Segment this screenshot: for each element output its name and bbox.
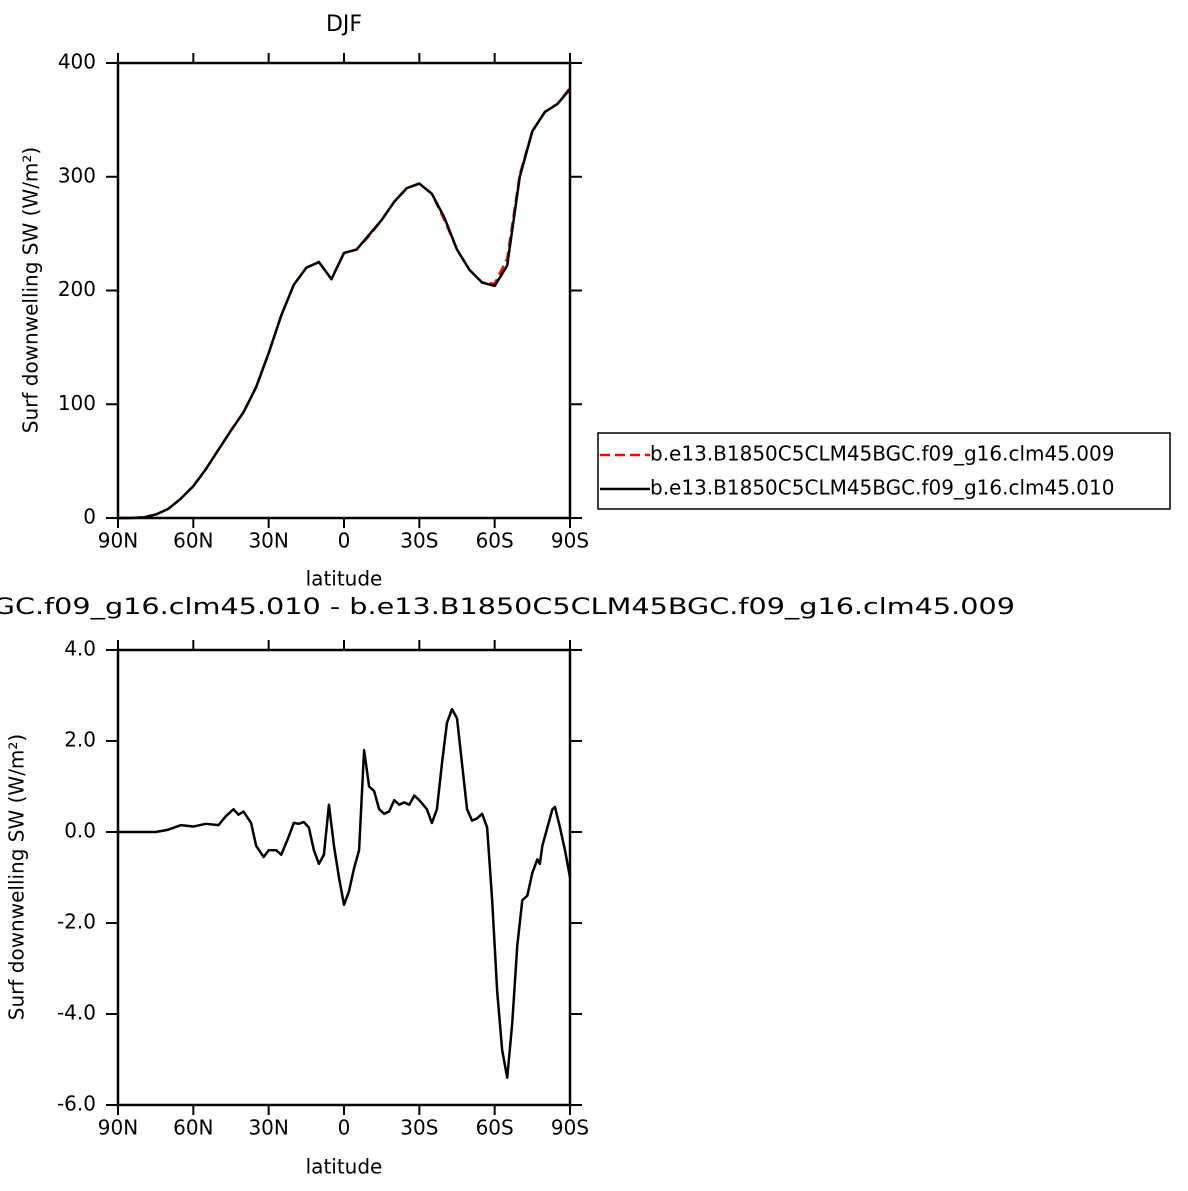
data-line — [118, 707, 572, 1079]
y-tick-label: 0.0 — [64, 819, 96, 843]
y-tick-label: -2.0 — [57, 910, 96, 934]
y-tick-label: -4.0 — [57, 1001, 96, 1025]
y-tick-label: 0 — [83, 505, 96, 529]
y-axis-label: Surf downwelling SW (W/m²) — [19, 147, 43, 433]
y-tick-label: 100 — [58, 391, 96, 415]
y-axis-label: Surf downwelling SW (W/m²) — [5, 734, 29, 1020]
x-tick-label: 60S — [476, 529, 514, 553]
x-tick-label: 30N — [248, 1116, 288, 1140]
x-tick-label: 30S — [400, 1116, 438, 1140]
y-tick-label: 200 — [58, 277, 96, 301]
x-tick-label: 60N — [173, 529, 213, 553]
chart-title: DJF — [326, 12, 362, 37]
x-tick-label: 90S — [551, 529, 589, 553]
x-tick-label: 60N — [173, 1116, 213, 1140]
x-tick-label: 90N — [98, 529, 138, 553]
data-line — [118, 88, 571, 520]
y-tick-label: 300 — [58, 163, 96, 187]
chart-title: b.e13.B1850C5CLM45BGC.f09_g16.clm45.010 … — [0, 595, 1015, 620]
x-axis-label: latitude — [306, 567, 383, 591]
x-tick-label: 30N — [248, 529, 288, 553]
y-tick-label: 4.0 — [64, 637, 96, 661]
y-tick-label: -6.0 — [57, 1092, 96, 1116]
x-tick-label: 90N — [98, 1116, 138, 1140]
legend-label: b.e13.B1850C5CLM45BGC.f09_g16.clm45.010 — [650, 476, 1114, 500]
legend-box — [597, 432, 1171, 510]
x-tick-label: 90S — [551, 1116, 589, 1140]
x-tick-label: 60S — [476, 1116, 514, 1140]
legend-label: b.e13.B1850C5CLM45BGC.f09_g16.clm45.009 — [650, 442, 1114, 466]
x-tick-label: 30S — [400, 529, 438, 553]
x-tick-label: 0 — [338, 1116, 351, 1140]
y-tick-label: 2.0 — [64, 728, 96, 752]
x-tick-label: 0 — [338, 529, 351, 553]
x-axis-label: latitude — [306, 1155, 383, 1179]
y-tick-label: 400 — [58, 50, 96, 74]
